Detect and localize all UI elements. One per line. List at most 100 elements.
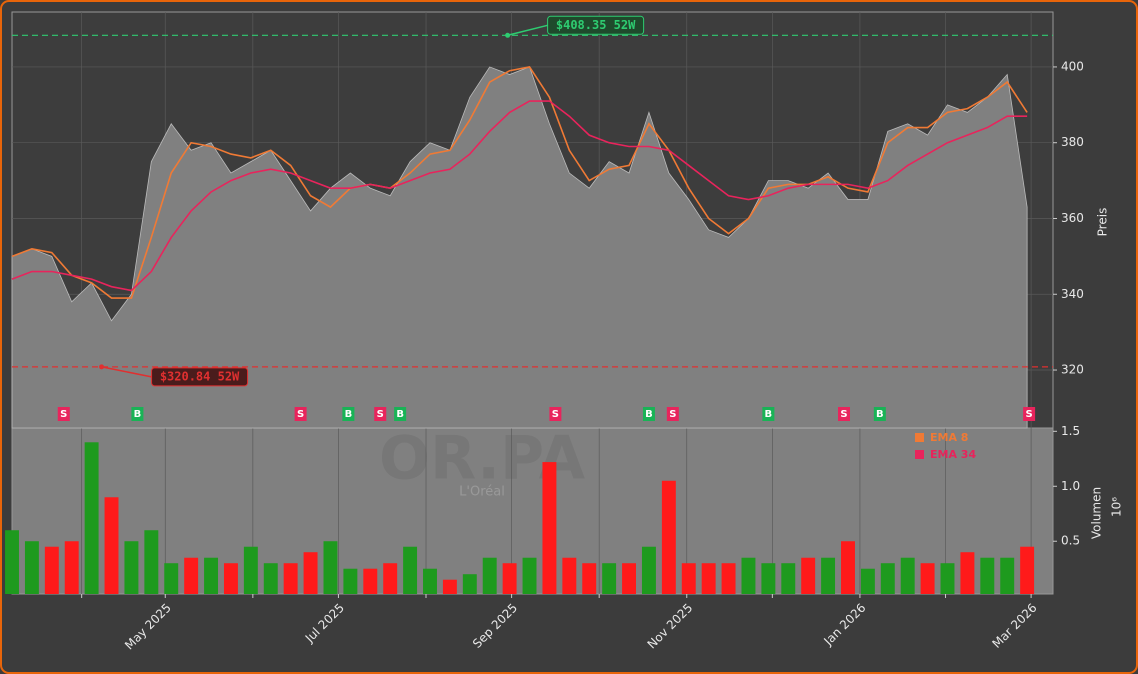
volume-bar [383, 563, 398, 594]
signal-label: B [645, 409, 653, 420]
volume-bar [542, 462, 557, 594]
volume-bar [860, 568, 875, 594]
volume-bar [1020, 546, 1035, 594]
legend-label: EMA 34 [930, 448, 976, 461]
volume-bar [622, 563, 637, 594]
signal-marker [666, 407, 679, 421]
volume-bar [482, 557, 497, 594]
volume-bar [24, 541, 39, 594]
signal-marker [1023, 407, 1036, 421]
volume-bar [641, 546, 656, 594]
legend-label: EMA 8 [930, 431, 968, 444]
annotation-box [151, 367, 249, 387]
y-tick-label: 400 [1061, 59, 1084, 73]
volume-bar [223, 563, 238, 594]
volume-bar [940, 563, 955, 594]
volume-bar [562, 557, 577, 594]
signal-label: S [669, 409, 676, 420]
volume-bar [522, 557, 537, 594]
signal-marker [294, 407, 307, 421]
signal-marker [342, 407, 355, 421]
volume-bar [701, 563, 716, 594]
volume-bar [164, 563, 179, 594]
volume-bar [741, 557, 756, 594]
volume-bar [821, 557, 836, 594]
volume-bar [980, 557, 995, 594]
signal-marker [131, 407, 144, 421]
price-area [11, 66, 1028, 429]
y2-tick-label: 1.5 [1061, 424, 1080, 438]
y2-label: Volumen [1090, 487, 1104, 539]
legend-swatch [915, 450, 924, 459]
signal-label: B [345, 409, 353, 420]
volume-bar [243, 546, 258, 594]
volume-bar [721, 563, 736, 594]
volume-bar [204, 557, 219, 594]
volume-bar [343, 568, 358, 594]
volume-bar [920, 563, 935, 594]
volume-bar [423, 568, 437, 594]
ema-line [11, 100, 1028, 292]
volume-bar [64, 541, 79, 594]
signal-label: B [134, 409, 142, 420]
volume-bar [283, 563, 298, 594]
annotation-label: $408.35 52W [556, 18, 636, 32]
volume-bar [5, 530, 19, 594]
volume-bar [761, 563, 776, 594]
volume-bar [323, 541, 338, 594]
watermark-company: L'Oréal [459, 485, 505, 500]
signal-marker [549, 407, 562, 421]
y-label: Preis [1096, 208, 1110, 237]
y2-exponent: 10⁶ [1110, 497, 1124, 517]
y2-tick-label: 0.5 [1061, 534, 1080, 548]
volume-bar [442, 579, 457, 594]
signal-marker [838, 407, 851, 421]
volume-bar [403, 546, 418, 594]
volume-bar [900, 557, 915, 594]
volume-bar [84, 442, 99, 594]
volume-bar [124, 541, 139, 594]
volume-bar [303, 552, 318, 594]
ema-line [11, 66, 1028, 299]
volume-bar [104, 497, 119, 594]
signal-marker [873, 407, 886, 421]
volume-bar [44, 546, 59, 594]
signal-label: B [765, 409, 773, 420]
signal-marker [394, 407, 407, 421]
volume-bar [263, 563, 278, 594]
signal-marker [57, 407, 70, 421]
volume-bar [661, 480, 676, 594]
annotation-label: $320.84 52W [160, 369, 240, 383]
signal-label: S [297, 409, 304, 420]
y-tick-label: 340 [1061, 287, 1084, 301]
volume-bar [462, 574, 477, 594]
volume-bar [582, 563, 597, 594]
signal-label: S [552, 409, 559, 420]
volume-bar [681, 563, 696, 594]
volume-bar [144, 530, 159, 594]
annotation-arrow [101, 366, 152, 378]
volume-bar [602, 563, 617, 594]
volume-bar [502, 563, 517, 594]
y-tick-label: 360 [1061, 211, 1084, 225]
y-tick-label: 380 [1061, 135, 1084, 149]
signal-marker [642, 407, 655, 421]
signal-label: S [60, 409, 67, 420]
y-tick-label: 320 [1061, 363, 1084, 377]
volume-bar [841, 541, 855, 594]
volume-bar [880, 563, 895, 594]
volume-bar [801, 557, 816, 594]
annotation-box [547, 15, 645, 35]
annotation-point [505, 32, 511, 38]
y2-tick-label: 1.0 [1061, 479, 1080, 493]
volume-bar [363, 568, 378, 594]
signal-label: B [876, 409, 884, 420]
volume-bar [1000, 557, 1015, 594]
volume-bar [960, 552, 975, 594]
annotation-point [99, 364, 105, 370]
annotation-arrow [507, 24, 548, 37]
volume-bar [184, 557, 199, 594]
signal-label: S [1026, 409, 1033, 420]
signal-label: B [396, 409, 404, 420]
